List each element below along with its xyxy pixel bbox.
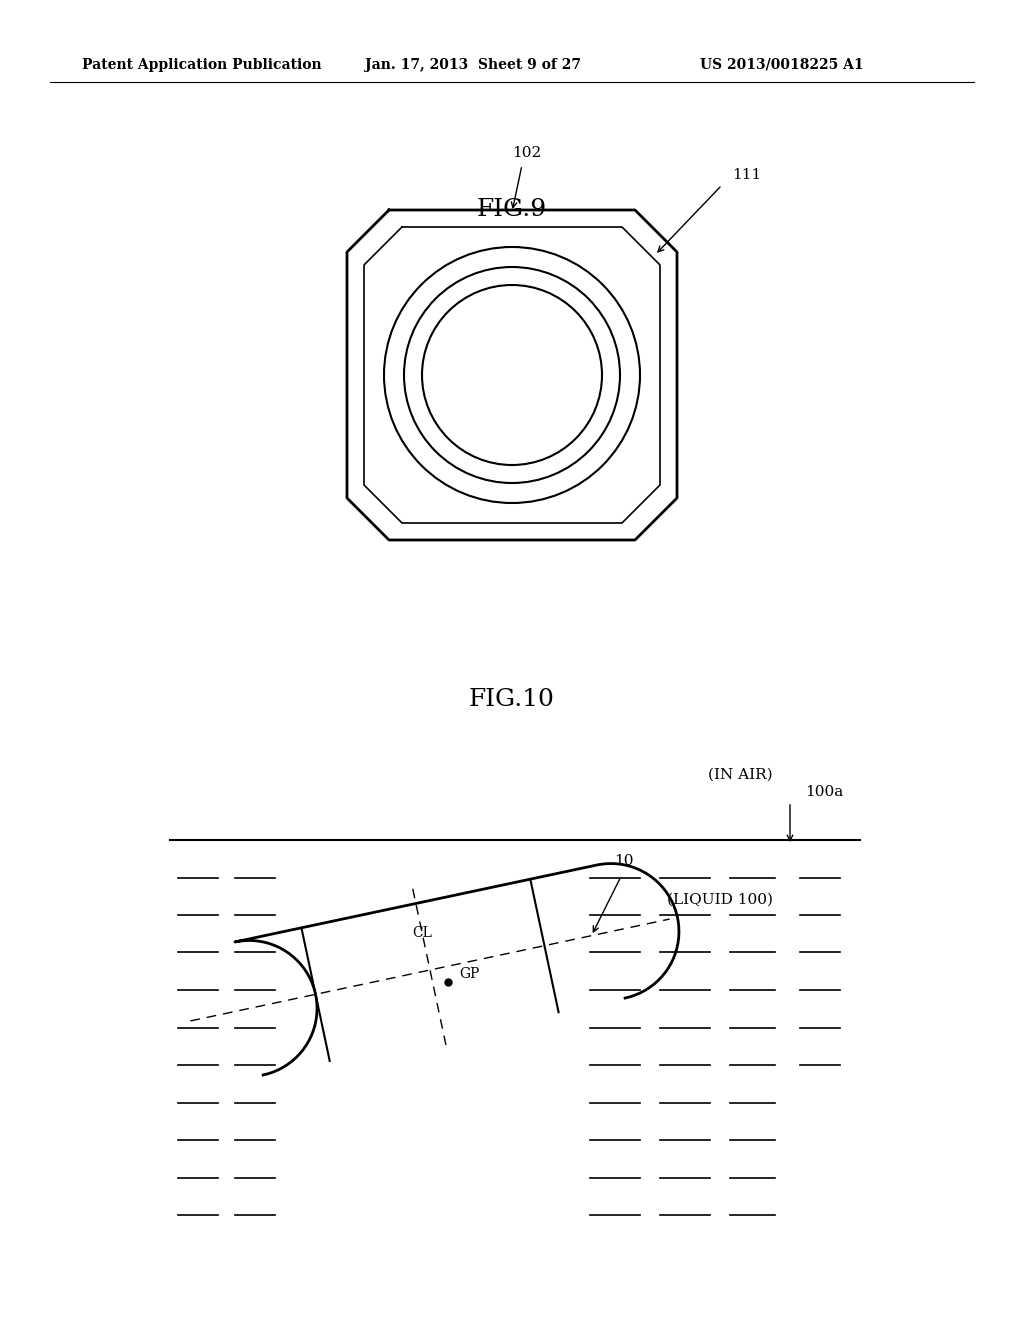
Text: CL: CL <box>413 925 432 940</box>
Text: 111: 111 <box>732 168 761 182</box>
Text: 10: 10 <box>613 854 633 867</box>
Text: 102: 102 <box>512 147 542 160</box>
Text: FIG.9: FIG.9 <box>477 198 547 222</box>
Text: US 2013/0018225 A1: US 2013/0018225 A1 <box>700 58 863 73</box>
Text: FIG.10: FIG.10 <box>469 689 555 711</box>
Text: Patent Application Publication: Patent Application Publication <box>82 58 322 73</box>
Text: (IN AIR): (IN AIR) <box>708 768 772 781</box>
Text: GP: GP <box>460 966 480 981</box>
Text: Jan. 17, 2013  Sheet 9 of 27: Jan. 17, 2013 Sheet 9 of 27 <box>365 58 581 73</box>
Text: 100a: 100a <box>805 785 843 799</box>
Text: (LIQUID 100): (LIQUID 100) <box>667 894 773 907</box>
